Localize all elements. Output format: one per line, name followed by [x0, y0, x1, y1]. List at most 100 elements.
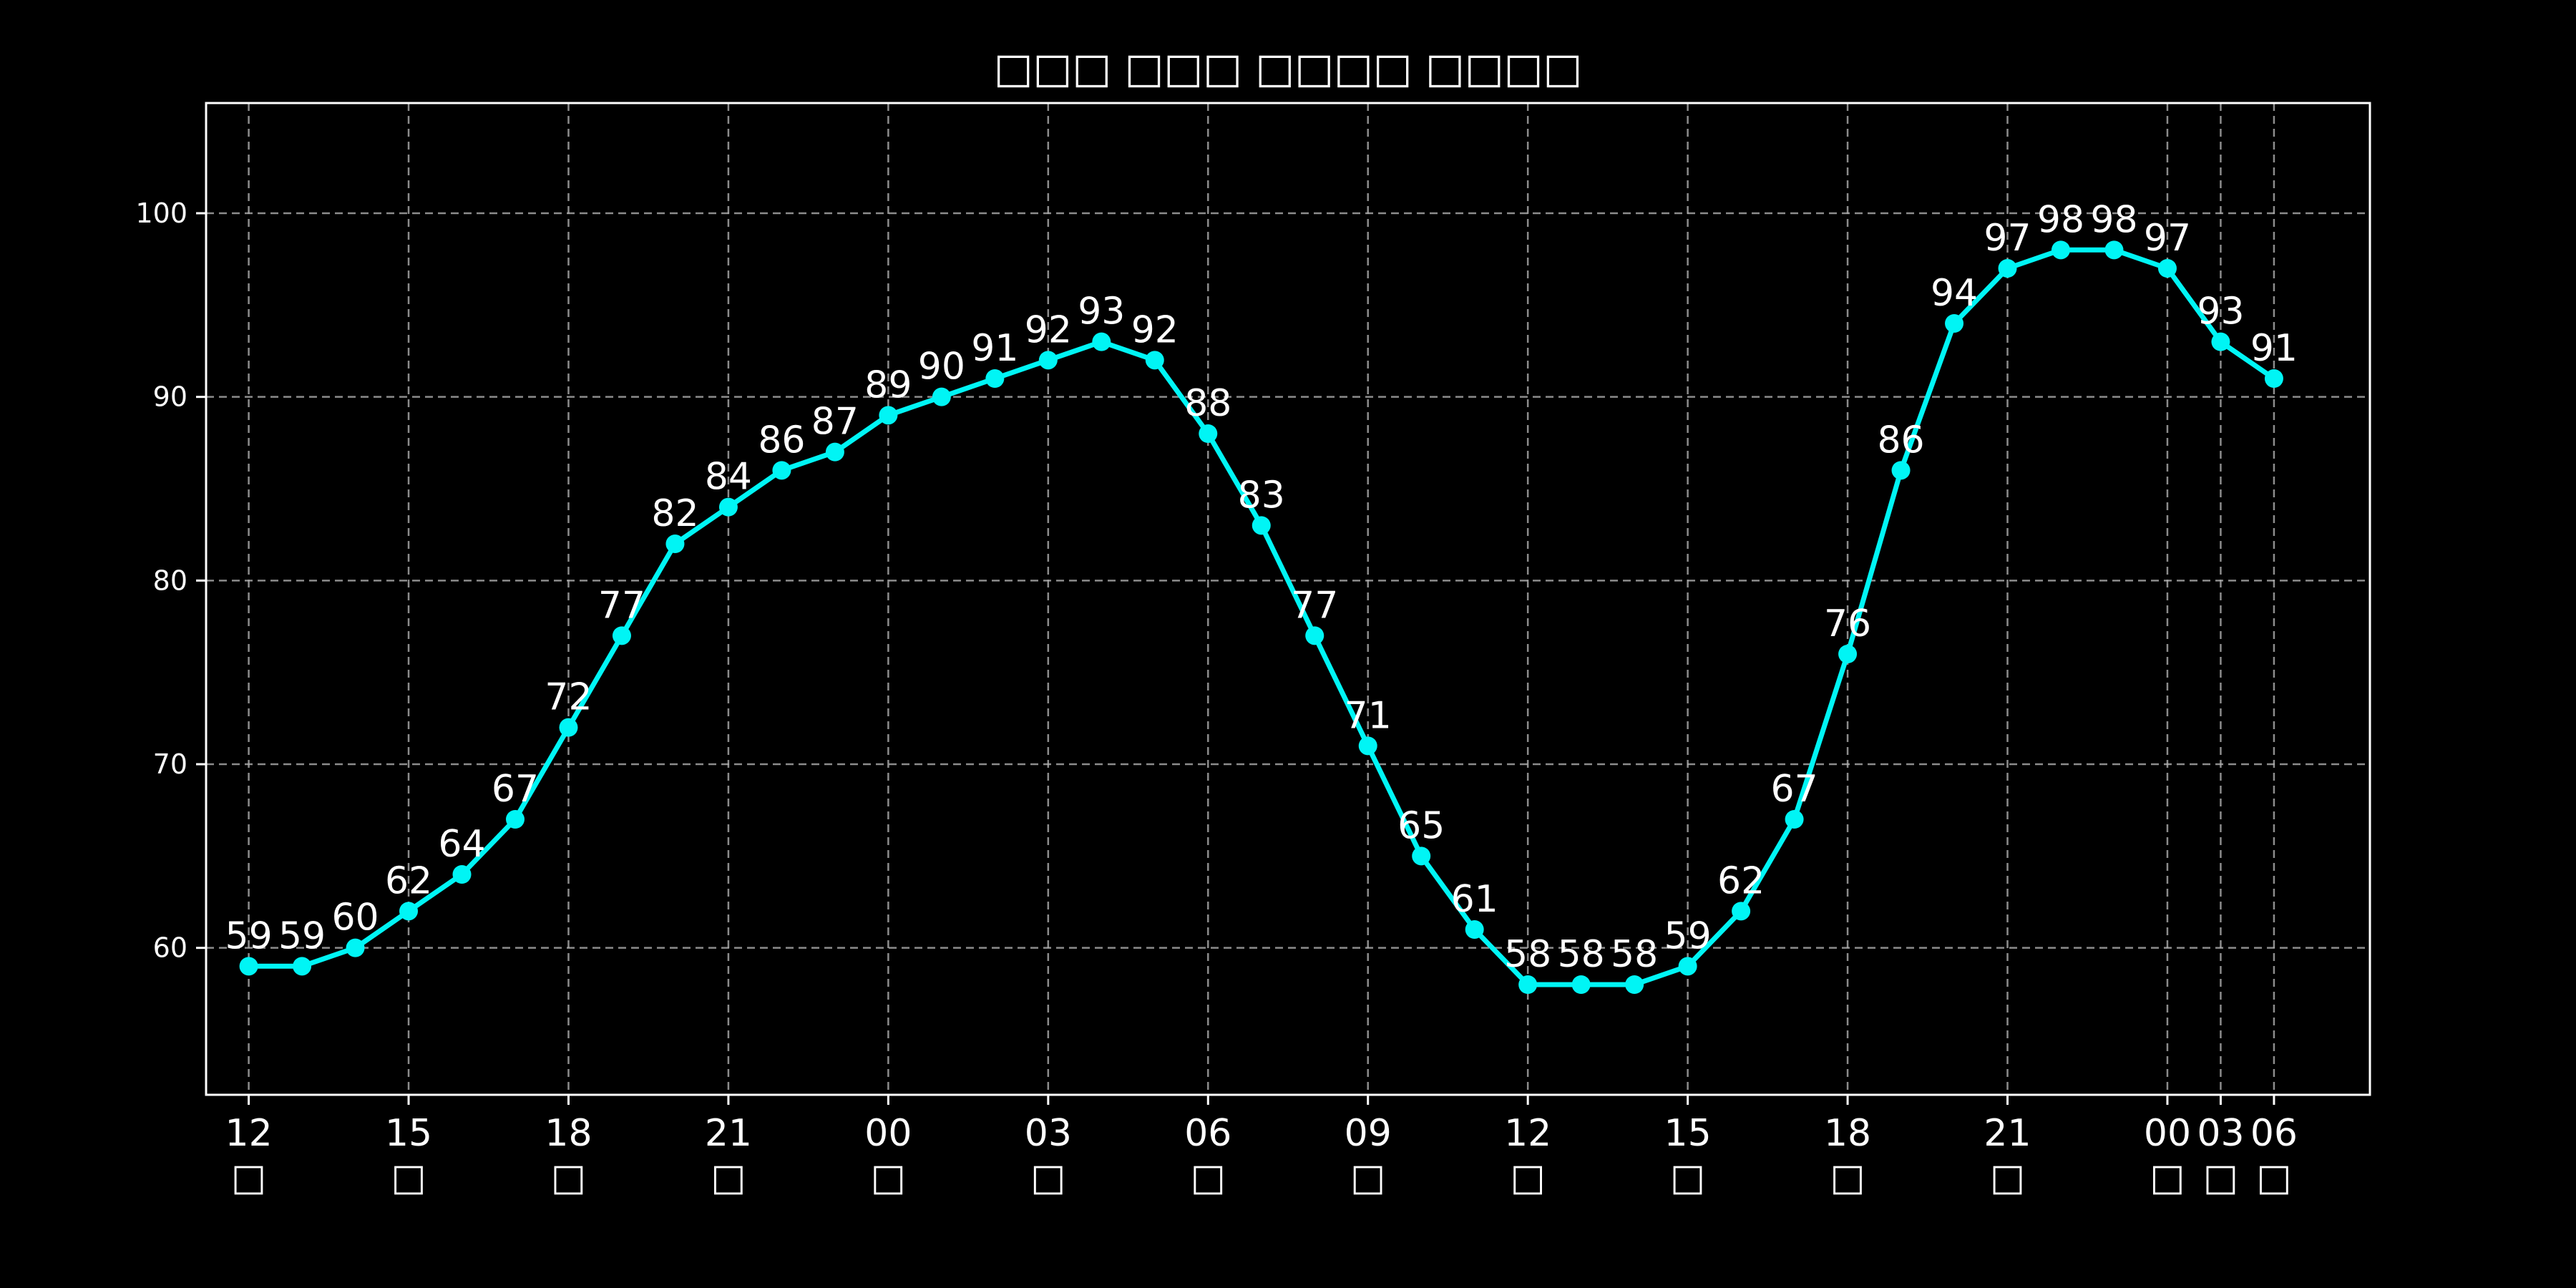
- data-point: [1571, 975, 1591, 994]
- data-label: 62: [1717, 859, 1765, 902]
- x-tick-label-day: □: [1511, 1156, 1546, 1199]
- data-point: [506, 810, 525, 829]
- x-tick-label-day: □: [391, 1156, 426, 1199]
- data-label: 76: [1824, 602, 1871, 645]
- data-points: [239, 240, 2283, 994]
- data-label: 60: [331, 897, 379, 940]
- data-label: 71: [1345, 694, 1392, 737]
- data-label: 65: [1397, 804, 1445, 847]
- data-label: 91: [2250, 327, 2298, 370]
- x-axis-ticks: 12□15□18□21□00□03□06□09□12□15□18□21□00□0…: [225, 1095, 2298, 1199]
- x-tick-label-time: 00: [2144, 1112, 2191, 1155]
- data-point: [1785, 810, 1804, 829]
- data-label: 97: [1984, 217, 2031, 260]
- y-tick-label: 60: [153, 932, 187, 964]
- data-point: [559, 718, 578, 737]
- data-point: [1145, 351, 1164, 370]
- data-label: 87: [811, 401, 859, 444]
- data-point: [932, 387, 951, 406]
- data-label: 91: [971, 327, 1018, 370]
- data-label: 92: [1131, 308, 1179, 351]
- data-point: [2104, 240, 2124, 260]
- data-label: 61: [1451, 878, 1498, 921]
- data-point: [1038, 351, 1058, 370]
- data-point: [1305, 626, 1324, 645]
- data-point: [1358, 736, 1377, 756]
- data-label: 93: [2197, 291, 2244, 333]
- data-label: 98: [2090, 198, 2137, 241]
- data-point: [452, 865, 472, 884]
- x-tick-label-time: 21: [705, 1112, 752, 1155]
- data-label: 82: [651, 492, 698, 535]
- data-point: [2051, 240, 2070, 260]
- data-label: 62: [385, 859, 432, 902]
- data-point: [1891, 461, 1911, 480]
- data-point: [293, 957, 312, 976]
- data-label: 58: [1558, 933, 1605, 976]
- series-line-path: [246, 247, 2277, 987]
- data-label: 67: [1771, 768, 1818, 811]
- data-point: [2211, 332, 2230, 351]
- x-tick-label-day: □: [2256, 1156, 2291, 1199]
- data-point: [1518, 975, 1538, 994]
- data-point: [1678, 957, 1697, 976]
- data-label: 93: [1078, 291, 1125, 333]
- x-tick-label-time: 12: [1504, 1112, 1551, 1155]
- y-tick-label: 90: [153, 381, 187, 413]
- data-label: 67: [492, 768, 539, 811]
- y-axis-ticks: 60 70 80 90 100: [135, 197, 206, 964]
- y-tick-label: 100: [135, 197, 187, 229]
- data-label: 58: [1504, 933, 1551, 976]
- data-label: 92: [1025, 308, 1072, 351]
- data-label: 59: [225, 914, 273, 957]
- data-point: [1732, 902, 1751, 921]
- x-tick-label-time: 15: [1664, 1112, 1712, 1155]
- x-tick-label-time: 00: [864, 1112, 912, 1155]
- data-label: 77: [1291, 584, 1338, 627]
- x-tick-label-time: 06: [2250, 1112, 2298, 1155]
- x-tick-label-time: 06: [1184, 1112, 1231, 1155]
- data-point: [1625, 975, 1644, 994]
- data-label: 84: [705, 456, 752, 499]
- data-label: 86: [1877, 419, 1924, 462]
- x-tick-label-time: 21: [1984, 1112, 2031, 1155]
- data-label: 98: [2037, 198, 2084, 241]
- data-point: [1092, 332, 1111, 351]
- x-tick-label-day: □: [1830, 1156, 1865, 1199]
- data-point: [1252, 516, 1271, 535]
- x-tick-label-time: 12: [225, 1112, 273, 1155]
- x-tick-label-time: 03: [2197, 1112, 2244, 1155]
- x-tick-label-time: 18: [545, 1112, 592, 1155]
- data-point: [718, 497, 738, 517]
- data-point: [346, 938, 365, 957]
- x-tick-label-time: 09: [1345, 1112, 1392, 1155]
- data-label: 72: [545, 676, 592, 719]
- data-point: [2264, 369, 2283, 388]
- plot-frame: [205, 102, 2371, 1096]
- chart-title: □□□ □□□ □□□□ □□□□: [994, 44, 1583, 92]
- data-point: [1199, 424, 1218, 443]
- x-tick-label-day: □: [871, 1156, 906, 1199]
- x-tick-label-day: □: [231, 1156, 266, 1199]
- x-tick-label-day: □: [2150, 1156, 2185, 1199]
- data-point: [2157, 259, 2177, 278]
- data-point: [1998, 259, 2017, 278]
- data-point: [772, 461, 791, 480]
- data-label: 59: [1664, 914, 1712, 957]
- data-point: [825, 442, 844, 462]
- series-line: [246, 247, 2277, 987]
- x-tick-label-time: 15: [385, 1112, 432, 1155]
- data-point: [612, 626, 631, 645]
- x-tick-label-day: □: [1030, 1156, 1065, 1199]
- data-point: [1945, 314, 1964, 333]
- data-point: [399, 902, 419, 921]
- x-tick-label-time: 18: [1824, 1112, 1871, 1155]
- y-tick-label: 70: [153, 748, 187, 780]
- data-label: 86: [758, 419, 805, 462]
- data-label: 94: [1931, 272, 1978, 315]
- x-tick-label-day: □: [1191, 1156, 1226, 1199]
- data-label: 90: [918, 346, 965, 389]
- data-label: 83: [1238, 474, 1285, 517]
